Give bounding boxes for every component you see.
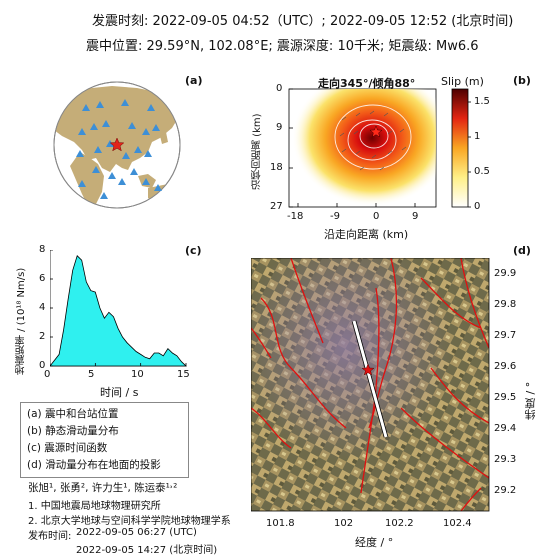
stf-xlabel: 时间 / s [100, 386, 139, 399]
panel-a-tag: (a) [185, 74, 203, 87]
map-epicenter-star [361, 363, 375, 376]
terrain-map [251, 258, 490, 512]
panel-legend-box: (a) 震中和台站位置 (b) 静态滑动量分布 (c) 震源时间函数 (d) 滑… [20, 402, 189, 478]
legend-item: (c) 震源时间函数 [27, 442, 108, 454]
colorbar-tick: 0.5 [474, 166, 490, 177]
map-ytick: 29.3 [494, 454, 517, 465]
stf-xtick: 0 [44, 369, 51, 380]
colorbar [451, 88, 469, 208]
stf-area [50, 255, 187, 367]
fault-lines [251, 258, 489, 511]
panel-b-tag: (b) [513, 74, 531, 87]
origin-time-line: 发震时刻: 2022-09-05 04:52（UTC）; 2022-09-05 … [92, 14, 514, 29]
stf-ytick: 2 [39, 331, 46, 342]
colorbar-tick: 0 [474, 201, 481, 212]
stf-ytick: 6 [39, 273, 46, 284]
affiliation-2: 2. 北京大学地球与空间科学学院地球物理学系 [28, 516, 231, 527]
legend-item: (d) 滑动量分布在地面的投影 [27, 459, 161, 471]
panel-c-tag: (c) [185, 244, 202, 257]
slip-plot-title: 走向345°/倾角88° [318, 77, 416, 90]
slip-ytick: 0 [276, 83, 283, 94]
stf-ytick: 8 [39, 244, 46, 255]
slip-plot [288, 88, 471, 208]
map-xtick: 102 [334, 518, 354, 529]
slip-ytick: 9 [276, 122, 283, 133]
stf-xtick: 5 [88, 369, 95, 380]
slip-vectors [339, 110, 407, 171]
slip-xtick: 0 [373, 211, 380, 222]
colorbar-label: Slip (m) [441, 75, 484, 88]
station-triangles [76, 99, 162, 199]
release-label: 发布时间: [28, 531, 72, 542]
legend-item: (b) 静态滑动量分布 [27, 425, 119, 437]
slip-ytick: 18 [270, 162, 283, 173]
stf-xtick: 10 [131, 369, 144, 380]
slip-contours [334, 104, 412, 170]
map-xlabel: 经度 / ° [355, 536, 394, 549]
affiliation-1: 1. 中国地震局地球物理研究所 [28, 501, 161, 512]
map-xtick: 102.2 [385, 518, 414, 529]
rupture-projection [352, 320, 388, 438]
colorbar-tick: 1.5 [474, 96, 490, 107]
stf-xtick: 15 [177, 369, 190, 380]
panel-d-tag: (d) [513, 244, 531, 257]
legend-item: (a) 震中和台站位置 [27, 408, 119, 420]
globe-map [53, 81, 181, 209]
epicenter-star [109, 137, 125, 152]
release-utc: 2022-09-05 06:27 (UTC) [76, 527, 197, 538]
hypocenter-star [369, 125, 383, 138]
stf-ytick: 4 [39, 302, 46, 313]
slip-xtick: 9 [412, 211, 419, 222]
epicenter-line: 震中位置: 29.59°N, 102.08°E; 震源深度: 10千米; 矩震级… [86, 39, 479, 54]
slip-xlabel: 沿走向距离 (km) [324, 228, 409, 241]
map-ylabel: 纬度 / ° [524, 381, 537, 420]
map-xtick: 102.4 [443, 518, 472, 529]
map-ytick: 29.7 [494, 330, 517, 341]
slip-xtick: -18 [287, 211, 304, 222]
authors: 张旭¹, 张勇², 许力生¹, 陈运泰¹˒² [28, 482, 178, 494]
map-ytick: 29.2 [494, 485, 517, 496]
map-ytick: 29.6 [494, 361, 517, 372]
stf-ytick: 0 [39, 360, 46, 371]
stf-plot [50, 250, 187, 367]
map-ytick: 29.5 [494, 392, 517, 403]
release-beijing: 2022-09-05 14:27 (北京时间) [76, 545, 218, 556]
slip-xtick: -9 [330, 211, 340, 222]
map-xtick: 101.8 [266, 518, 295, 529]
colorbar-tick: 1 [474, 131, 481, 142]
map-ytick: 29.4 [494, 423, 517, 434]
stf-ylabel: 地震矩率 / (10¹⁸ Nm/s) [16, 267, 27, 375]
slip-ytick: 27 [270, 201, 283, 212]
map-ytick: 29.9 [494, 268, 517, 279]
map-ytick: 29.8 [494, 299, 517, 310]
